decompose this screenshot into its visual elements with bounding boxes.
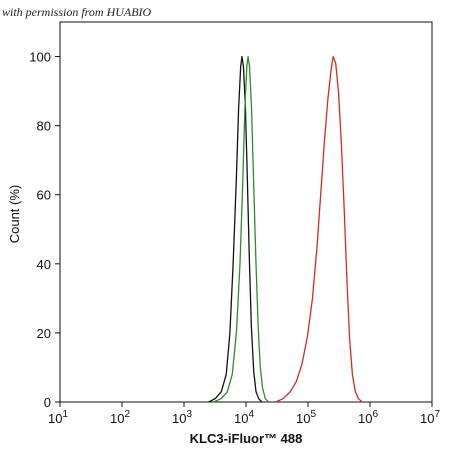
series-line-3	[275, 55, 363, 403]
y-axis-ticks: 0 20 40 60 80 100	[29, 50, 60, 410]
x-tick-label: 105	[296, 409, 316, 426]
x-axis-ticks: 101 102 103 104 105 106 107	[48, 402, 440, 426]
watermark-text: with permission from HUABIO	[2, 5, 152, 19]
y-tick-label: 60	[37, 188, 51, 203]
x-tick-label: 107	[420, 409, 440, 426]
y-tick-label: 20	[37, 326, 51, 341]
y-tick-label: 40	[37, 257, 51, 272]
y-tick-label: 100	[29, 50, 51, 65]
x-tick-label: 106	[358, 409, 378, 426]
y-tick-label: 0	[44, 395, 51, 410]
series-layer	[208, 55, 363, 403]
y-axis-title: Count (%)	[7, 185, 22, 244]
x-tick-label: 102	[110, 409, 130, 426]
series-line-2	[213, 55, 269, 403]
y-tick-label: 80	[37, 119, 51, 134]
x-axis-title: KLC3-iFluor™ 488	[190, 431, 303, 446]
x-tick-label: 104	[234, 409, 254, 426]
x-tick-label: 103	[172, 409, 192, 426]
series-line-1	[208, 55, 263, 403]
x-tick-label: 101	[48, 409, 68, 426]
